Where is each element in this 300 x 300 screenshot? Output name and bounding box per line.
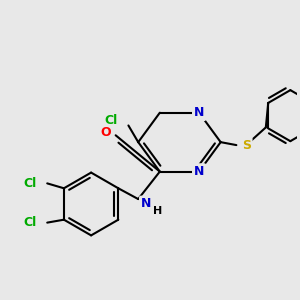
Text: O: O xyxy=(100,126,111,139)
Text: S: S xyxy=(242,139,251,152)
Text: N: N xyxy=(194,106,204,119)
Text: Cl: Cl xyxy=(23,177,36,190)
Text: Cl: Cl xyxy=(104,114,117,127)
Text: H: H xyxy=(153,206,163,216)
Text: Cl: Cl xyxy=(23,216,36,229)
Text: N: N xyxy=(141,197,151,211)
Text: N: N xyxy=(194,165,204,178)
